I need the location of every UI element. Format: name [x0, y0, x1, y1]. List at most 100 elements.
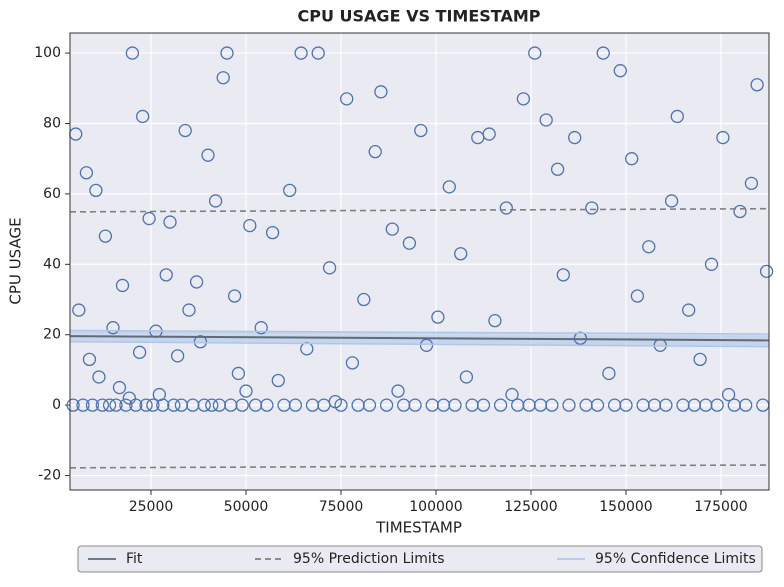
- data-point: [568, 130, 582, 145]
- y-tick-label: 80: [43, 115, 61, 131]
- y-tick-label: 20: [43, 327, 61, 343]
- data-point: [733, 204, 747, 219]
- legend-label: Fit: [126, 551, 143, 567]
- data-point: [379, 398, 394, 412]
- data-point: [750, 78, 764, 92]
- data-point: [693, 352, 707, 367]
- data-point: [493, 398, 508, 412]
- data-point: [82, 352, 97, 367]
- data-point: [528, 46, 542, 60]
- data-point: [231, 366, 246, 381]
- data-point: [539, 113, 553, 127]
- data-point: [311, 46, 325, 60]
- data-point: [374, 85, 388, 99]
- data-point: [642, 240, 656, 254]
- data-point: [92, 370, 106, 384]
- legend-label: 95% Prediction Limits: [293, 551, 445, 567]
- data-point: [95, 398, 110, 412]
- data-point: [499, 201, 513, 215]
- data-point: [109, 398, 123, 412]
- data-point: [132, 345, 147, 359]
- data-point: [106, 321, 120, 335]
- confidence-upper: [69, 329, 770, 335]
- data-point: [585, 201, 599, 215]
- data-point: [139, 398, 153, 412]
- data-point: [294, 46, 308, 60]
- data-point: [550, 162, 565, 176]
- data-point: [193, 335, 208, 349]
- data-point: [205, 398, 219, 412]
- data-point: [66, 398, 80, 412]
- data-point: [159, 268, 173, 282]
- data-point: [454, 247, 468, 261]
- data-point: [239, 384, 253, 398]
- x-tick-label: 125000: [504, 499, 557, 515]
- chart-title: CPU USAGE VS TIMESTAMP: [298, 7, 541, 26]
- data-point: [340, 92, 354, 106]
- data-point: [488, 313, 502, 328]
- data-point: [129, 398, 143, 412]
- data-point: [146, 398, 160, 412]
- data-point: [596, 46, 610, 60]
- data-point: [288, 398, 303, 412]
- data-point: [590, 398, 605, 412]
- data-point: [201, 148, 215, 162]
- data-point: [482, 127, 496, 141]
- plot-area: [70, 33, 769, 490]
- fit-line: [69, 335, 770, 342]
- data-point: [476, 398, 491, 412]
- data-point: [625, 152, 639, 166]
- data-point: [208, 194, 223, 208]
- data-point: [322, 261, 337, 275]
- data-point: [545, 398, 559, 412]
- data-point: [391, 384, 405, 398]
- data-point: [442, 180, 456, 194]
- y-tick-label: 100: [34, 45, 61, 61]
- data-point: [739, 398, 753, 412]
- data-point: [630, 289, 645, 303]
- data-point: [197, 398, 211, 412]
- prediction-upper: [69, 207, 770, 213]
- data-point: [125, 46, 140, 60]
- data-point: [710, 398, 724, 412]
- data-point: [156, 398, 170, 412]
- data-point: [431, 310, 445, 324]
- y-tick-label: 40: [43, 256, 61, 272]
- data-point: [716, 130, 730, 145]
- data-point: [79, 166, 94, 180]
- x-tick-label: 50000: [224, 499, 269, 515]
- data-point: [516, 92, 531, 106]
- legend-box: [77, 545, 763, 573]
- y-tick-label: 60: [43, 186, 61, 202]
- data-point: [254, 321, 268, 335]
- data-point: [119, 398, 133, 412]
- x-axis-label: TIMESTAMP: [375, 519, 462, 537]
- y-tick-label: -20: [38, 468, 61, 484]
- data-point: [283, 183, 297, 198]
- prediction-lower: [69, 464, 770, 469]
- data-point: [135, 109, 150, 124]
- data-point: [178, 123, 192, 138]
- data-point: [72, 303, 86, 317]
- data-point: [334, 398, 348, 412]
- y-axis-label: CPU USAGE: [7, 217, 25, 304]
- data-point: [368, 145, 382, 159]
- data-point: [721, 387, 736, 402]
- data-point: [619, 398, 633, 412]
- data-point: [362, 398, 377, 412]
- data-point: [670, 109, 684, 124]
- plot-border: [69, 32, 770, 491]
- data-point: [448, 398, 462, 412]
- data-point: [459, 370, 474, 384]
- data-point: [102, 398, 117, 412]
- data-point: [98, 229, 113, 243]
- data-point: [216, 71, 230, 85]
- data-point: [704, 257, 719, 271]
- data-point: [271, 373, 285, 388]
- data-point: [556, 268, 570, 282]
- data-point: [505, 387, 519, 402]
- data-point: [613, 64, 627, 78]
- data-point: [189, 275, 204, 289]
- data-point: [112, 380, 127, 395]
